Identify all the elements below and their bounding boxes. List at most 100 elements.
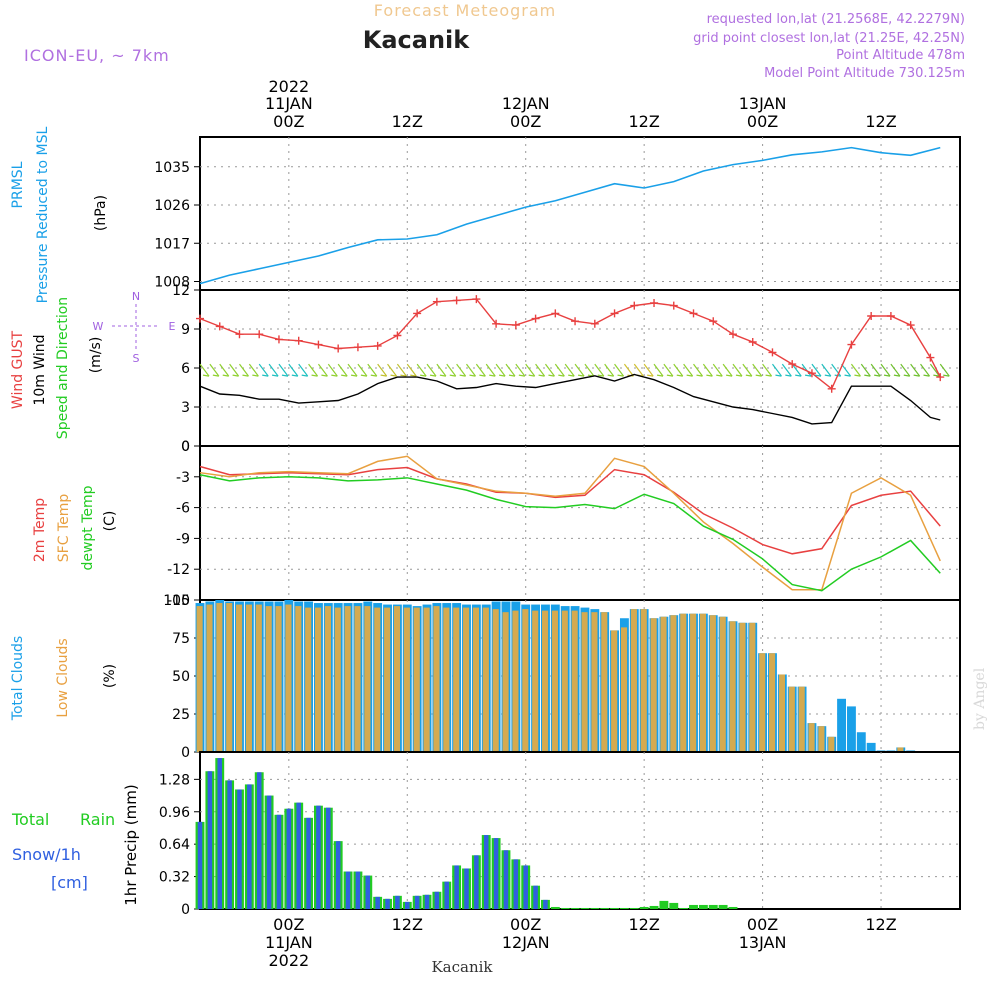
gust-marker (630, 301, 639, 310)
wind-arrow-head (795, 374, 802, 377)
wind-arrow-head (242, 374, 249, 377)
gust-marker (551, 309, 560, 318)
y-tick-label: 1026 (154, 198, 190, 214)
wind-arrow (762, 363, 773, 377)
low-cloud-bar (324, 606, 331, 752)
header: Forecast Meteogram Kacanik ICON-EU, ~ 7k… (24, 1, 965, 81)
wind-arrow (396, 363, 407, 377)
sfc-temp-label: SFC Temp (56, 494, 72, 563)
wind-arrow (791, 363, 802, 377)
low-cloud-bar (571, 610, 578, 752)
snow-bar (385, 898, 390, 909)
wind-arrow (584, 363, 595, 377)
snow-bar (503, 850, 509, 909)
low-cloud-bar (650, 618, 657, 752)
low-cloud-bar (305, 607, 312, 752)
bottom-hour-label: 00Z (747, 915, 778, 934)
top-hour-label: 12Z (865, 112, 896, 131)
top-time-axis: 00Z 12Z 00Z 12Z 00Z 12Z 11JAN 12JAN 13JAN 2022 (265, 77, 897, 131)
snow-bar (276, 814, 282, 909)
gust-marker (936, 373, 945, 382)
y-tick-label: 0 (181, 902, 190, 918)
gust-marker (334, 344, 343, 353)
gust-marker (709, 317, 718, 326)
precip-unit: 1hr Precip (mm) (122, 784, 140, 905)
low-cloud-bar (433, 606, 440, 752)
model-label: ICON-EU, ~ 7km (24, 46, 170, 65)
gust-marker (847, 340, 856, 349)
wind-arrow (525, 363, 536, 377)
wind-arrow-head (706, 374, 713, 377)
wind-arrow (653, 363, 664, 377)
wind-arrow-head (252, 374, 259, 377)
snow-bar (355, 871, 361, 909)
top-hour-label: 00Z (273, 112, 304, 131)
wind-arrow-head (291, 374, 298, 377)
rain-bar (708, 904, 718, 909)
low-cloud-bar (502, 612, 509, 752)
low-cloud-bar (630, 609, 637, 752)
wind-arrow-head (449, 374, 456, 377)
wind-arrow-head (311, 374, 318, 377)
wind-arrow-head (429, 374, 437, 377)
low-cloud-bar (561, 610, 568, 752)
rain-bar (600, 907, 610, 909)
wind-arrow-head (568, 374, 575, 377)
wind-arrow (752, 363, 763, 377)
chart-title: Forecast Meteogram (374, 1, 556, 20)
wind-arrow (387, 363, 398, 377)
low-cloud-bar (719, 616, 726, 752)
bottom-hour-label: 12Z (628, 915, 659, 934)
wind-unit: (m/s) (88, 337, 104, 374)
temp-2m-line (199, 465, 941, 555)
bottom-date-label: 12JAN (502, 933, 550, 952)
top-date-label: 13JAN (739, 94, 787, 113)
wind-arrow (929, 363, 940, 377)
snow-bar (405, 901, 410, 909)
snow-bar (454, 865, 459, 909)
panel-wind: 0 3 6 9 12 (172, 283, 961, 455)
clouds-unit: (%) (102, 664, 118, 688)
snow-bar (335, 841, 341, 909)
low-cloud-bar (709, 615, 716, 752)
bottom-date-label: 11JAN (265, 933, 313, 952)
wind-arrow (633, 363, 644, 377)
low-cloud-bar (828, 736, 835, 752)
gust-marker (215, 322, 224, 331)
low-cloud-bar (334, 607, 341, 752)
low-cloud-bar (551, 610, 558, 752)
wind-arrow (890, 363, 901, 377)
snow-bar (227, 780, 232, 909)
low-cloud-bar (453, 607, 460, 752)
panels: 1008 1017 1026 1035 0 3 6 9 12 0 -3 -6 -9 -12 -15 0 25 50… (154, 136, 961, 918)
wind-arrow (436, 363, 447, 377)
top-date-label: 12JAN (502, 94, 550, 113)
wind-arrow-head (607, 374, 614, 377)
y-tick-label: 9 (181, 322, 190, 338)
snow-bar (286, 808, 292, 909)
snow-bar (306, 817, 311, 909)
bottom-hour-label: 12Z (865, 915, 896, 934)
wind-arrow-head (923, 374, 930, 377)
wind-arrow-head (232, 374, 239, 377)
wind-arrow (673, 363, 684, 377)
bottom-time-axis: 00Z 12Z 00Z 12Z 00Z 12Z 11JAN 12JAN 13JAN 2022 (265, 915, 897, 970)
low-cloud-bar (620, 627, 628, 752)
low-cloud-bar (729, 621, 736, 752)
wind-arrow (831, 363, 842, 377)
wind-arrow (495, 363, 506, 377)
top-hour-label: 12Z (628, 112, 659, 131)
y-tick-label: 0.32 (159, 870, 190, 886)
wind-arrow-head (844, 374, 851, 377)
bottom-date-label: 13JAN (739, 933, 787, 952)
wind-arrow (239, 363, 249, 377)
wind-arrow-head (775, 374, 782, 377)
panel-clouds: 0 25 50 75 100 (163, 593, 961, 761)
wind-arrow (209, 363, 220, 377)
low-cloud-bar (423, 607, 430, 752)
wind-arrow (268, 363, 279, 377)
snow-bar (256, 772, 262, 909)
low-cloud-bar (492, 609, 499, 752)
gust-marker (571, 317, 580, 326)
wind-arrow (900, 363, 911, 377)
